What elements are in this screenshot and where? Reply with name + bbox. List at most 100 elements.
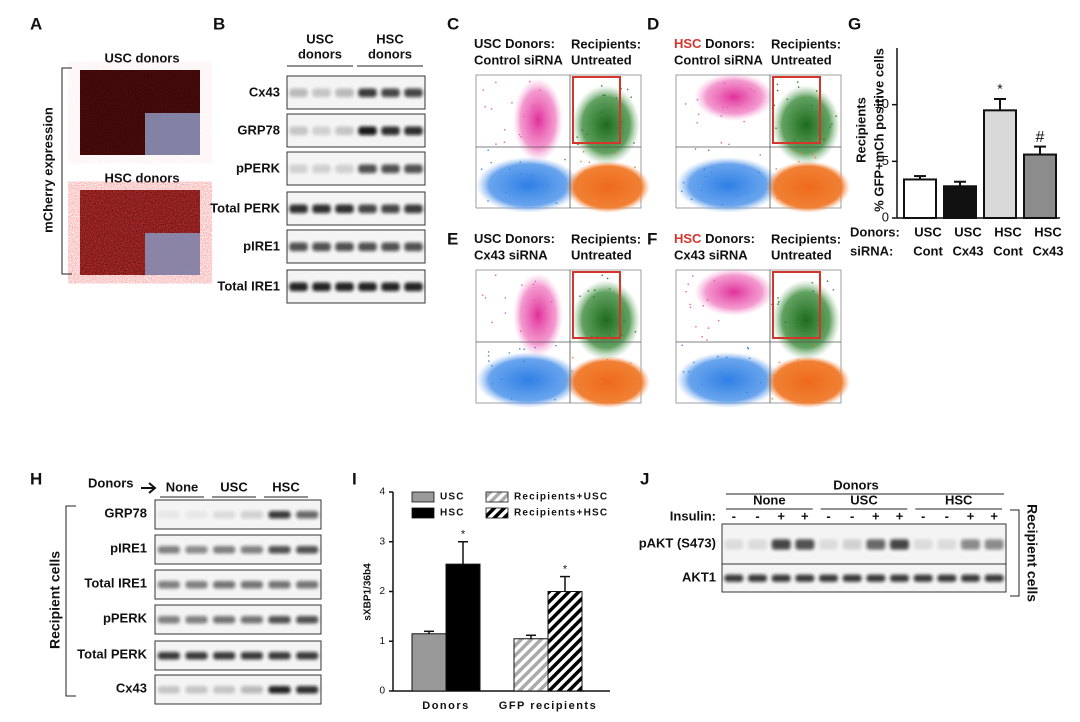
- insulin-sign: +: [777, 508, 785, 523]
- event-dot: [682, 181, 685, 184]
- event-dot: [634, 166, 636, 168]
- event-dot: [806, 396, 808, 398]
- event-dot: [826, 280, 829, 282]
- blot-band: [358, 242, 377, 252]
- blot-band: [961, 574, 980, 582]
- blot-band: [157, 616, 180, 624]
- y-tick-label: 3: [379, 536, 385, 547]
- x-tick-label: Cx43: [1032, 243, 1063, 258]
- event-dot: [607, 166, 609, 169]
- event-dot: [601, 274, 604, 277]
- blot-band: [335, 242, 354, 252]
- event-dot: [480, 168, 483, 170]
- event-dot: [693, 361, 695, 364]
- blot-band: [890, 574, 909, 582]
- event-dot: [604, 94, 606, 97]
- event-dot: [722, 95, 725, 98]
- event-dot: [680, 190, 683, 193]
- blot-band: [240, 686, 263, 694]
- group-label: USC: [220, 479, 248, 494]
- event-dot: [630, 96, 632, 98]
- blot-band: [289, 204, 308, 214]
- legend-swatch: [485, 507, 509, 519]
- blot-band: [213, 686, 236, 694]
- y-tick-label: 1: [379, 636, 385, 647]
- event-dot: [494, 274, 497, 276]
- event-dot: [504, 297, 507, 299]
- blot-band: [866, 574, 886, 582]
- gate-box: [572, 76, 621, 144]
- row-label: Cx43: [116, 680, 147, 695]
- event-dot: [721, 203, 723, 206]
- x-tick-label: Donors: [422, 700, 470, 712]
- y-axis-label: Recipients: [853, 97, 868, 163]
- event-dot: [593, 289, 596, 291]
- event-dot: [606, 194, 609, 197]
- event-dot: [806, 138, 809, 140]
- blot-band: [335, 126, 354, 136]
- event-dot: [511, 101, 513, 104]
- side-label: Recipient cells: [1024, 504, 1040, 602]
- blot-band: [335, 88, 354, 98]
- event-dot: [687, 283, 689, 286]
- donor-label: HSC: [674, 36, 702, 51]
- insulin-sign: -: [850, 508, 854, 523]
- blot-band: [213, 652, 236, 660]
- group-label: donors: [368, 46, 412, 61]
- event-dot: [629, 396, 632, 398]
- row-label: pIRE1: [243, 238, 280, 253]
- event-dot: [487, 149, 489, 151]
- y-tick-label: 5: [882, 153, 889, 168]
- blot-band: [289, 126, 308, 136]
- event-dot: [794, 322, 797, 324]
- event-dot: [634, 377, 637, 379]
- event-dot: [830, 180, 832, 182]
- blot: [154, 534, 322, 565]
- event-dot: [722, 106, 724, 108]
- cell-cloud: [766, 356, 850, 408]
- event-dot: [753, 90, 755, 93]
- x-tick-label: Cont: [993, 243, 1023, 258]
- blot-band: [961, 539, 980, 550]
- legend-label: USC: [440, 492, 465, 503]
- blot-band: [185, 616, 208, 624]
- event-dot: [681, 344, 684, 347]
- blot-band: [381, 88, 400, 98]
- event-dot: [743, 294, 746, 297]
- group-label: HSC: [376, 31, 404, 46]
- event-dot: [810, 104, 813, 107]
- event-dot: [580, 160, 582, 163]
- event-dot: [500, 378, 503, 380]
- blot-band: [268, 652, 291, 660]
- event-dot: [586, 133, 588, 135]
- blot: [154, 640, 322, 671]
- blot-band: [312, 126, 331, 136]
- event-dot: [626, 88, 629, 91]
- insulin-sign: +: [872, 508, 880, 523]
- event-dot: [725, 356, 728, 359]
- cell-cloud: [566, 356, 650, 408]
- significance-mark: #: [1036, 129, 1045, 146]
- blot-band: [819, 539, 838, 550]
- flow-plot: [675, 268, 850, 408]
- gate-box: [772, 76, 821, 144]
- blot-band: [240, 581, 263, 589]
- cell-cloud: [572, 85, 640, 165]
- blot-band: [724, 539, 744, 550]
- blot-band: [890, 539, 909, 550]
- blot-band: [381, 242, 400, 252]
- plot-title: Recipients:: [771, 36, 841, 51]
- panel-letter: G: [848, 14, 861, 33]
- event-dot: [632, 196, 634, 198]
- event-dot: [596, 394, 598, 397]
- event-dot: [606, 358, 609, 361]
- panel-letter: A: [30, 14, 42, 33]
- event-dot: [593, 296, 595, 298]
- micrograph-inset: [145, 233, 200, 275]
- blot: [721, 563, 1007, 593]
- plot-subtitle: Cx43 siRNA: [674, 247, 748, 262]
- blot-band: [312, 164, 331, 174]
- bar: [943, 185, 977, 219]
- blot-band: [335, 282, 354, 292]
